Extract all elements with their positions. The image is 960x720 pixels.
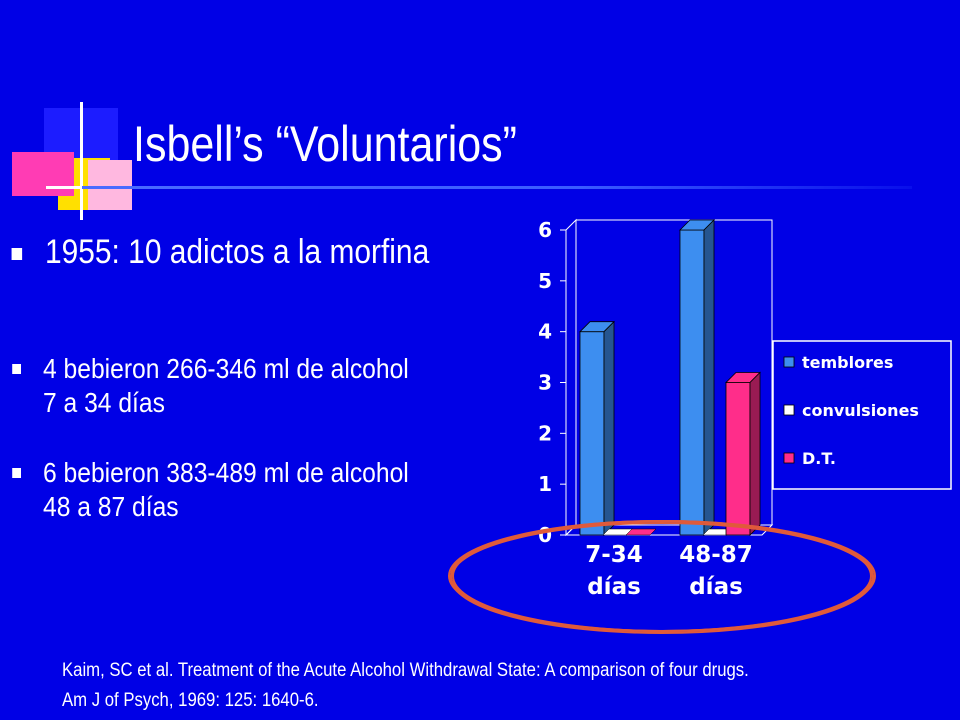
chart-back-wall [576, 219, 773, 525]
legend-swatch [783, 404, 795, 416]
bullet-text-line: 4 bebieron 266-346 ml de alcohol [43, 353, 409, 384]
legend-swatch [783, 356, 795, 368]
decor-horizontal-line [46, 186, 106, 189]
decor-vertical-line [80, 102, 83, 220]
decor-pink-square [88, 160, 132, 210]
bullet-item: 1955: 10 adictos a la morfina [11, 232, 430, 272]
bullet-square-icon [12, 468, 21, 478]
reference-line: Kaim, SC et al. Treatment of the Acute A… [62, 660, 749, 681]
y-tick-label: 3 [538, 371, 552, 395]
x-category-label: 48-87 [679, 542, 753, 568]
y-tick-label: 2 [538, 421, 552, 445]
title-underline [82, 186, 912, 189]
highlight-ellipse [450, 522, 874, 634]
slide-title: Isbell’s “Voluntarios” [133, 116, 518, 172]
legend-swatch [783, 452, 795, 464]
bar-side [749, 371, 761, 536]
bullet-text: 1955: 10 adictos a la morfina [45, 233, 430, 271]
bullet-square-icon [12, 364, 21, 374]
bullet-square-icon [11, 248, 23, 260]
legend-label: convulsiones [802, 401, 919, 420]
y-tick-label: 1 [538, 472, 552, 496]
y-tick-label: 4 [538, 320, 552, 344]
bar-front [725, 382, 751, 536]
bullet-item: 4 bebieron 266-346 ml de alcohol 7 a 34 … [12, 352, 409, 420]
reference-line: Am J of Psych, 1969: 125: 1640-6. [62, 690, 319, 711]
y-tick-label: 5 [538, 269, 552, 293]
bullet-text-line: 48 a 87 días [43, 491, 179, 522]
bar-base-2 [625, 528, 657, 536]
chart-legend [772, 340, 952, 490]
x-category-label: 7-34 [585, 542, 643, 568]
chart-side-wall [565, 218, 577, 537]
x-category-label: días [587, 574, 641, 600]
y-tick-label: 6 [538, 218, 552, 242]
bar-front [579, 331, 605, 536]
y-tick-label: 0 [538, 523, 552, 547]
legend-label: D.T. [802, 449, 836, 468]
highlight-ellipse [452, 520, 876, 632]
bar-front [679, 229, 705, 536]
bullet-text-line: 6 bebieron 383-489 ml de alcohol [43, 457, 409, 488]
legend-label: temblores [802, 353, 893, 372]
bar-side [603, 320, 615, 536]
bar-side [703, 219, 715, 536]
bullet-item: 6 bebieron 383-489 ml de alcohol 48 a 87… [12, 456, 409, 524]
x-category-label: días [689, 574, 743, 600]
bullet-text-line: 7 a 34 días [43, 387, 165, 418]
